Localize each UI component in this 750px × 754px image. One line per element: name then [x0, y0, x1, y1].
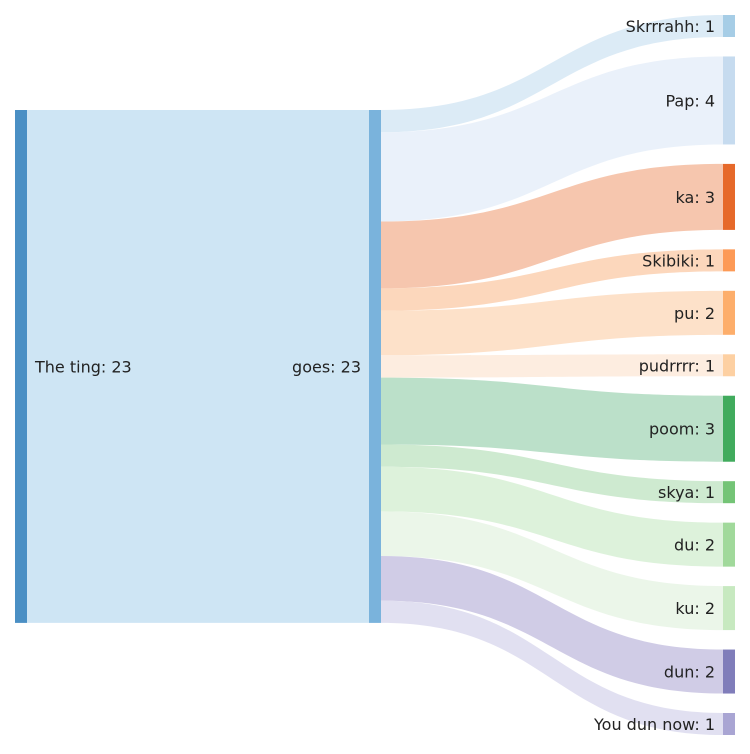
node-label-skrrrahh: Skrrrahh: 1 — [626, 17, 715, 36]
node-dun[interactable] — [723, 649, 735, 694]
node-pudrrrr[interactable] — [723, 354, 735, 377]
node-label-dun: dun: 2 — [664, 663, 715, 682]
node-you_dun_now[interactable] — [723, 713, 735, 735]
node-poom[interactable] — [723, 395, 735, 462]
node-label-skibiki: Skibiki: 1 — [642, 251, 715, 270]
link-goes-skibiki[interactable] — [381, 249, 723, 311]
link-goes-pap[interactable] — [381, 56, 723, 222]
node-ku[interactable] — [723, 586, 735, 631]
node-label-poom: poom: 3 — [649, 420, 715, 439]
node-label-ku: ku: 2 — [675, 599, 715, 618]
link-goes-pu[interactable] — [381, 290, 723, 356]
link-goes-skya[interactable] — [381, 444, 723, 504]
labels-layer: The ting: 23 goes: 23 Skrrrahh: 1 Pap: 4 ka:… — [34, 17, 715, 734]
node-label-goes: goes: 23 — [292, 357, 361, 376]
link-goes-dun[interactable] — [381, 556, 723, 694]
link-the_ting-goes[interactable] — [27, 110, 369, 623]
link-goes-you_dun_now[interactable] — [381, 600, 723, 735]
link-goes-ka[interactable] — [381, 163, 723, 289]
link-goes-poom[interactable] — [381, 377, 723, 462]
node-label-pudrrrr: pudrrrr: 1 — [639, 356, 715, 375]
link-goes-skrrrahh[interactable] — [381, 15, 723, 133]
node-label-skya: skya: 1 — [658, 483, 715, 502]
link-goes-pudrrrr[interactable] — [381, 354, 723, 378]
link-goes-ku[interactable] — [381, 511, 723, 631]
node-label-pap: Pap: 4 — [665, 91, 715, 110]
node-the_ting[interactable] — [15, 110, 27, 623]
node-pap[interactable] — [723, 56, 735, 145]
node-label-the_ting: The ting: 23 — [34, 357, 132, 376]
links-layer — [27, 15, 723, 735]
node-goes[interactable] — [369, 110, 381, 623]
node-label-you_dun_now: You dun now: 1 — [593, 715, 715, 734]
node-du[interactable] — [723, 522, 735, 567]
node-label-pu: pu: 2 — [674, 304, 715, 323]
link-goes-du[interactable] — [381, 466, 723, 567]
node-label-du: du: 2 — [674, 536, 715, 555]
node-skya[interactable] — [723, 481, 735, 504]
node-skrrrahh[interactable] — [723, 15, 735, 37]
nodes-layer — [15, 15, 735, 735]
node-label-ka: ka: 3 — [676, 188, 715, 207]
node-ka[interactable] — [723, 163, 735, 230]
node-pu[interactable] — [723, 290, 735, 335]
node-skibiki[interactable] — [723, 249, 735, 272]
